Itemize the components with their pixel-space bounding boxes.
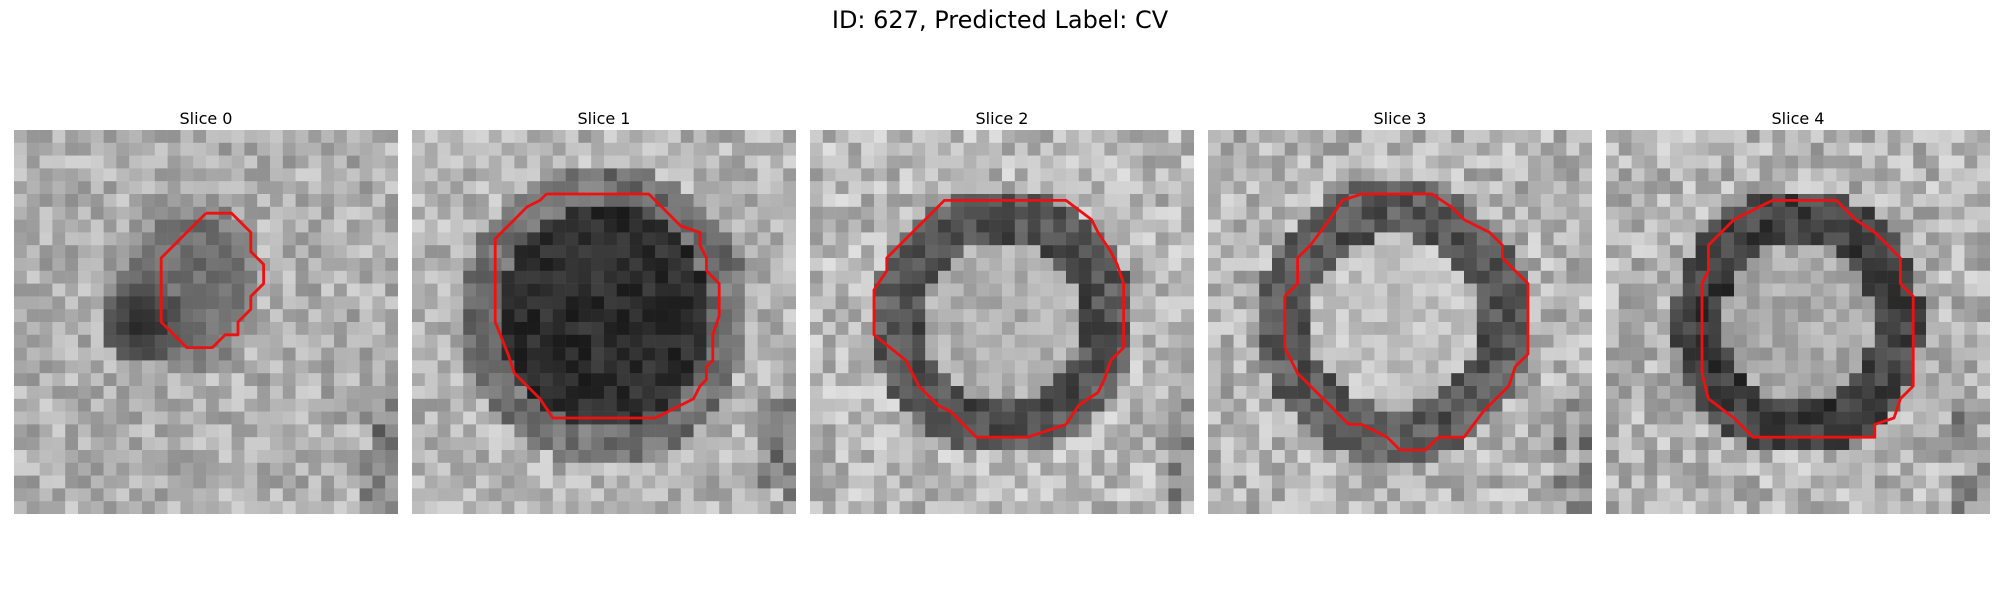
slice-image (1208, 130, 1592, 514)
slice-panel-4: Slice 4 (1606, 108, 1990, 514)
slice-image (14, 130, 398, 514)
segmentation-outline (159, 211, 266, 350)
slice-image (810, 130, 1194, 514)
segmentation-outline (872, 198, 1126, 439)
segmentation-outline (493, 192, 721, 420)
segmentation-outline (1283, 192, 1530, 452)
slice-panel-0: Slice 0 (14, 108, 398, 514)
slice-label: Slice 3 (1373, 109, 1427, 128)
figure-title: ID: 627, Predicted Label: CV (831, 6, 1169, 34)
slice-image (412, 130, 796, 514)
slice-image (1606, 130, 1990, 514)
slice-label: Slice 1 (577, 109, 631, 128)
slice-panel-3: Slice 3 (1208, 108, 1592, 514)
slice-label: Slice 2 (975, 109, 1029, 128)
segmentation-outline (1700, 198, 1915, 439)
slice-label: Slice 0 (179, 109, 233, 128)
slice-label: Slice 4 (1771, 109, 1825, 128)
slice-panel-2: Slice 2 (810, 108, 1194, 514)
slice-panel-1: Slice 1 (412, 108, 796, 514)
